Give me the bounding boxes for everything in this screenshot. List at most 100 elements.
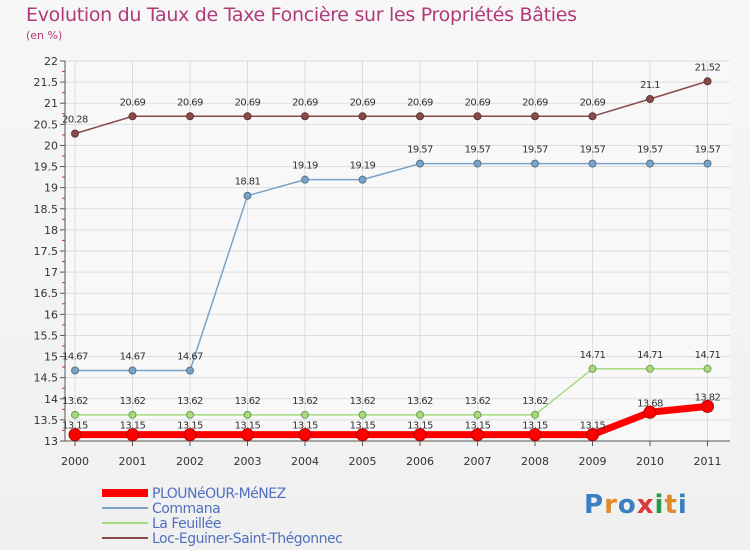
data-label: 13.15	[580, 421, 606, 432]
data-label: 13.62	[120, 396, 146, 407]
data-point	[128, 112, 137, 121]
data-label: 13.62	[407, 396, 433, 407]
data-label: 21.52	[695, 62, 721, 73]
data-point	[128, 366, 137, 375]
data-point	[531, 112, 539, 121]
x-tick-label: 2003	[234, 455, 262, 468]
data-label: 20.69	[465, 97, 491, 108]
data-point	[298, 428, 312, 442]
legend-label: La Feuillée	[152, 516, 221, 532]
data-label: 13.62	[292, 396, 318, 407]
data-point	[186, 366, 194, 375]
data-point	[356, 428, 369, 442]
logo-letter: r	[604, 490, 618, 520]
data-point	[703, 159, 712, 168]
data-point	[531, 410, 539, 419]
data-point	[588, 112, 597, 121]
data-label: 13.15	[235, 421, 261, 432]
data-label: 18.81	[235, 177, 261, 188]
data-point	[413, 428, 427, 442]
data-label: 14.67	[62, 351, 88, 362]
y-tick-label: 14.5	[34, 372, 59, 385]
data-label: 19.19	[292, 161, 318, 172]
data-point	[71, 366, 79, 375]
data-label: 20.69	[177, 97, 203, 108]
data-label: 14.67	[177, 351, 203, 362]
data-point	[243, 191, 252, 200]
y-tick-label: 13	[44, 435, 58, 448]
data-label: 20.69	[120, 97, 146, 108]
data-point	[358, 112, 367, 121]
data-point	[71, 410, 79, 419]
data-point	[186, 410, 194, 419]
x-tick-label: 2002	[176, 455, 204, 468]
data-label: 20.28	[62, 115, 88, 126]
y-tick-label: 15.5	[34, 329, 59, 342]
data-label: 13.15	[292, 421, 318, 432]
data-label: 19.57	[522, 145, 548, 156]
data-label: 13.15	[407, 421, 433, 432]
data-point	[301, 175, 309, 184]
x-tick-label: 2011	[694, 455, 722, 468]
y-tick-label: 18	[44, 224, 58, 237]
data-label: 13.62	[177, 396, 203, 407]
data-point	[301, 112, 309, 121]
data-label: 13.62	[62, 396, 88, 407]
data-label: 13.15	[177, 421, 203, 432]
y-tick-label: 15	[44, 351, 58, 364]
legend-label: Commana	[152, 501, 220, 517]
y-tick-label: 18.5	[34, 203, 59, 216]
data-label: 13.15	[522, 421, 548, 432]
y-tick-label: 21.5	[34, 76, 59, 89]
y-tick-label: 20.5	[34, 118, 59, 131]
data-label: 13.62	[235, 396, 261, 407]
data-label: 21.1	[640, 80, 660, 91]
y-tick-label: 22	[44, 55, 58, 68]
data-point	[241, 428, 254, 442]
data-label: 20.69	[350, 97, 376, 108]
logo-letter: P	[584, 490, 605, 520]
data-label: 13.15	[120, 421, 146, 432]
data-point	[358, 410, 367, 419]
data-point	[183, 428, 197, 442]
data-label: 13.82	[695, 392, 721, 403]
data-label: 13.62	[465, 396, 491, 407]
data-label: 19.19	[350, 161, 376, 172]
data-label: 14.71	[580, 350, 606, 361]
proxiti-logo: Proxiti	[584, 490, 688, 520]
data-point	[416, 112, 424, 121]
data-point	[473, 159, 482, 168]
series-line-1	[75, 162, 708, 372]
y-tick-label: 19	[44, 182, 58, 195]
data-point	[71, 129, 79, 138]
data-label: 20.69	[407, 97, 433, 108]
x-tick-label: 2009	[579, 455, 607, 468]
data-point	[471, 428, 484, 442]
data-point	[186, 112, 194, 121]
legend-label: PLOUNéOUR-MéNEZ	[152, 486, 286, 502]
data-point	[646, 364, 654, 373]
data-point	[416, 159, 424, 168]
data-point	[68, 428, 82, 442]
y-tick-label: 17	[44, 266, 58, 279]
series-line-2	[75, 368, 708, 416]
data-point	[703, 77, 712, 86]
x-tick-label: 2001	[119, 455, 147, 468]
y-tick-label: 17.5	[34, 245, 59, 258]
data-label: 14.71	[637, 350, 663, 361]
data-point	[473, 410, 482, 419]
y-tick-label: 16.5	[34, 287, 59, 300]
data-label: 19.57	[407, 145, 433, 156]
logo-letter: i	[654, 490, 665, 520]
y-axis-unit-label: (en %)	[26, 29, 63, 42]
data-point	[643, 405, 657, 419]
y-tick-label: 13.5	[34, 414, 59, 427]
x-tick-label: 2005	[349, 455, 377, 468]
data-point	[703, 364, 712, 373]
data-point	[416, 410, 424, 419]
data-label: 13.62	[350, 396, 376, 407]
data-point	[588, 159, 597, 168]
data-label: 13.15	[465, 421, 491, 432]
y-tick-label: 19.5	[34, 161, 59, 174]
